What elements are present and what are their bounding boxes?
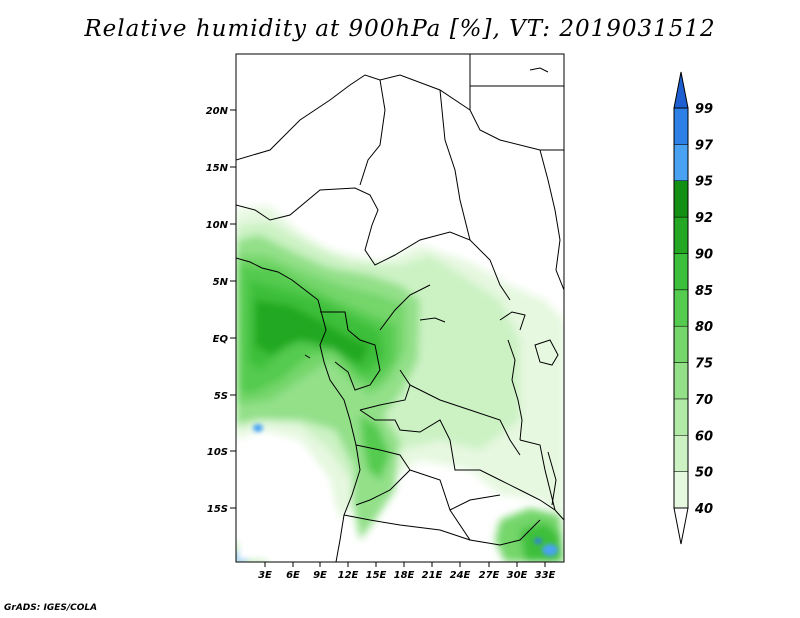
colorbar-bin <box>673 253 689 291</box>
colorbar-bin <box>673 398 689 436</box>
lon-tick-label: 18E <box>394 570 415 581</box>
colorbar-label: 97 <box>695 138 714 153</box>
lon-tick-label: 33E <box>535 570 556 581</box>
lat-tick-label: 5S <box>214 391 228 402</box>
lon-tick-label: 6E <box>286 570 300 581</box>
lon-tick-label: 27E <box>479 570 500 581</box>
lon-tick-label: 12E <box>338 570 359 581</box>
colorbar-label: 95 <box>695 175 713 190</box>
lon-tick-label: 3E <box>258 570 272 581</box>
lat-tick-label: 5N <box>213 277 229 288</box>
colorbar-bin <box>673 362 689 400</box>
colorbar-bin <box>673 289 689 327</box>
lat-tick-label: 20N <box>206 106 229 117</box>
map-title: Relative humidity at 900hPa [%], VT: 201… <box>84 16 716 42</box>
map-frame <box>235 53 565 563</box>
colorbar-label: 99 <box>695 102 713 117</box>
lon-tick-label: 15E <box>366 570 387 581</box>
lon-tick-label: 9E <box>313 570 327 581</box>
colorbar-label: 85 <box>695 284 713 299</box>
colorbar-bin <box>673 216 689 254</box>
latitude-axis: 20N 15N 10N 5N EQ 5S 10S 15S <box>206 106 236 515</box>
country-borders <box>236 54 564 562</box>
colorbar-bin <box>673 507 689 545</box>
colorbar-bin <box>673 71 689 109</box>
colorbar-bin <box>673 180 689 218</box>
colorbar-bin <box>673 471 689 509</box>
lat-tick-label: 10N <box>206 220 229 231</box>
colorbar-label: 60 <box>695 429 713 444</box>
humidity-field <box>236 54 564 562</box>
colorbar-frame <box>673 107 689 509</box>
lat-tick-label: 15S <box>207 504 228 515</box>
colorbar-label: 40 <box>694 502 713 517</box>
colorbar-label: 90 <box>695 247 713 262</box>
grads-credit: GrADS: IGES/COLA <box>4 603 98 613</box>
longitude-axis: 3E 6E 9E 12E 15E 18E 21E 24E 27E 30E 33E <box>258 562 556 581</box>
lat-tick-label: 15N <box>206 163 229 174</box>
lon-tick-label: 24E <box>450 570 471 581</box>
lon-tick-label: 21E <box>422 570 443 581</box>
colorbar-label: 92 <box>695 211 713 226</box>
colorbar-bin <box>673 144 689 181</box>
lon-tick-label: 30E <box>507 570 528 581</box>
lat-tick-label: 10S <box>207 447 228 458</box>
colorbar-label: 75 <box>695 357 713 372</box>
colorbar-label: 70 <box>695 393 713 408</box>
colorbar-bin <box>673 325 689 363</box>
colorbar-bin <box>673 435 689 472</box>
lat-tick-label: EQ <box>213 334 229 345</box>
colorbar-bin <box>673 107 689 145</box>
colorbar-label: 50 <box>695 466 713 481</box>
colorbar: 40 50 60 70 75 80 85 90 92 95 97 99 <box>673 71 714 545</box>
colorbar-label: 80 <box>695 320 713 335</box>
